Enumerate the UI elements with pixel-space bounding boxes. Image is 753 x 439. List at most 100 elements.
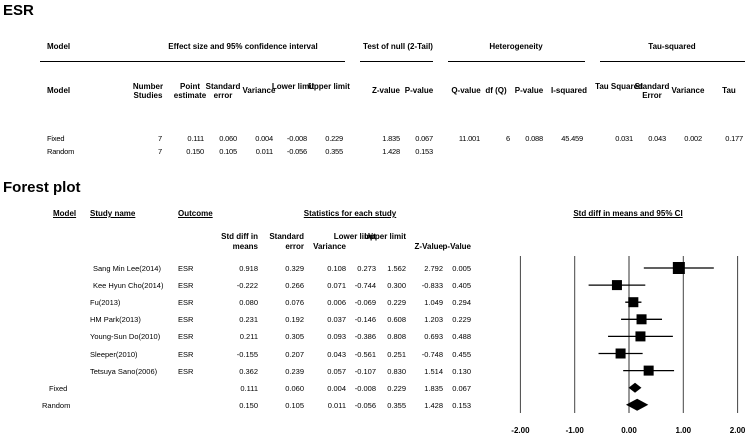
column-header: Number Studies: [132, 82, 164, 100]
table-cell: 0.608: [387, 315, 406, 325]
table-cell: 1.562: [387, 264, 406, 273]
table-cell: -0.744: [354, 281, 376, 291]
table-cell: 0.011: [327, 400, 346, 410]
table-cell: 0.177: [725, 134, 743, 143]
column-header: Standard error: [269, 232, 304, 251]
table-cell: -0.008: [354, 383, 376, 393]
table-cell: 0.031: [615, 134, 633, 143]
forest-title: Forest plot: [3, 179, 81, 196]
table-cell: 0.150: [186, 147, 204, 156]
column-header: Upper limit: [364, 232, 406, 241]
column-header: P-value: [514, 86, 544, 95]
study-name: Kee Hyun Cho(2014): [93, 281, 164, 291]
summary-diamond: [625, 398, 649, 411]
table-cell: 0.043: [327, 349, 346, 359]
table-cell: 7: [158, 147, 162, 156]
table-cell: 45.459: [561, 134, 583, 143]
table-cell: 11.001: [458, 134, 480, 143]
table-cell: 0.108: [327, 264, 346, 273]
table-cell: 0.153: [415, 147, 433, 156]
group-header-tau: Tau-squared: [648, 42, 696, 51]
table-cell: 0.011: [255, 147, 273, 156]
table-cell: -0.155: [236, 349, 258, 359]
table-cell: 0.060: [219, 134, 237, 143]
table-cell: 0.080: [239, 298, 258, 308]
column-header: Point estimate: [173, 82, 207, 100]
table-cell: 1.428: [424, 400, 443, 410]
table-cell: 0.355: [325, 147, 343, 156]
study-name: Young-Sun Do(2010): [90, 332, 161, 342]
table-cell: 0.305: [285, 332, 304, 342]
table-cell: 0.355: [387, 400, 406, 410]
header-plot: Std diff in means and 95% CI: [573, 209, 683, 218]
outcome: ESR: [178, 264, 194, 273]
table-cell: 0.488: [452, 332, 471, 342]
column-header: Tau: [722, 86, 736, 95]
column-header: I-squared: [550, 86, 587, 95]
table-cell: 7: [158, 134, 162, 143]
outcome: ESR: [178, 349, 194, 359]
group-header-heterogeneity: Heterogeneity: [489, 42, 543, 51]
table-cell: 0.251: [387, 349, 406, 359]
divider: [40, 61, 345, 62]
table-cell: 0.006: [327, 298, 346, 308]
table-cell: 0.229: [387, 383, 406, 393]
table-cell: 0.455: [452, 349, 471, 359]
column-header: Z-Value: [414, 242, 443, 251]
x-tick-label: 0.00: [621, 426, 637, 435]
table-cell: 0.918: [239, 264, 258, 273]
point-estimate: [615, 348, 626, 359]
table-cell: 0.093: [327, 332, 346, 342]
table-cell: 0.037: [327, 315, 346, 325]
table-cell: 2.792: [424, 264, 443, 273]
table-cell: 0.229: [325, 134, 343, 143]
table-cell: 1.203: [424, 315, 443, 325]
study-name: Fu(2013): [90, 298, 121, 308]
table-cell: 0.153: [452, 400, 471, 410]
outcome: ESR: [178, 366, 194, 376]
table-cell: 0.266: [285, 281, 304, 291]
study-name: HM Park(2013): [90, 315, 141, 325]
study-name: Tetsuya Sano(2006): [90, 366, 158, 376]
header-model: Model: [53, 209, 77, 218]
column-header: p-Value: [442, 242, 471, 251]
table-cell: 0.329: [285, 264, 304, 273]
row-label: Fixed: [47, 134, 65, 143]
table-cell: 0.808: [387, 332, 406, 342]
table-cell: -0.561: [354, 349, 376, 359]
header-study-name: Study name: [90, 209, 136, 218]
table-cell: 0.693: [424, 332, 443, 342]
table-cell: -0.833: [421, 281, 443, 291]
table-cell: 0.002: [684, 134, 702, 143]
study-name: Sang Min Lee(2014): [93, 264, 161, 273]
table-cell: -0.222: [236, 281, 258, 291]
model-label: Fixed: [49, 383, 68, 393]
header-outcome: Outcome: [178, 209, 213, 218]
table-cell: 0.043: [648, 134, 666, 143]
point-estimate: [628, 297, 639, 308]
row-label: Random: [47, 147, 75, 156]
column-header: df (Q): [485, 86, 507, 95]
table-cell: 0.362: [239, 366, 258, 376]
table-cell: 0.005: [452, 264, 471, 273]
table-cell: 0.229: [387, 298, 406, 308]
table-cell: 0.231: [239, 315, 258, 325]
table-cell: -0.008: [286, 134, 307, 143]
summary-diamond: [628, 382, 642, 393]
table-cell: 0.192: [285, 315, 304, 325]
x-tick-label: -2.00: [511, 426, 530, 435]
table-cell: 1.049: [424, 298, 443, 308]
table-cell: 1.428: [382, 147, 400, 156]
table-cell: 0.211: [239, 332, 258, 342]
header-statistics: Statistics for each study: [303, 209, 397, 218]
x-tick-label: 2.00: [730, 426, 746, 435]
table-cell: 0.105: [219, 147, 237, 156]
group-header-effect: Effect size and 95% confidence interval: [168, 42, 318, 51]
column-header: Z-value: [371, 86, 400, 95]
table-cell: 0.405: [452, 281, 471, 291]
divider: [600, 61, 745, 62]
x-tick-label: -1.00: [566, 426, 585, 435]
column-header: Variance: [242, 86, 276, 95]
table-cell: 6: [506, 134, 510, 143]
